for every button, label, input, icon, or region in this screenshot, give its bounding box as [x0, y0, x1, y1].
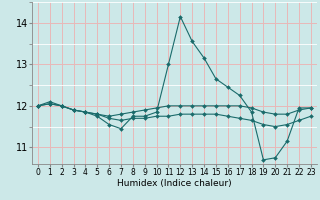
X-axis label: Humidex (Indice chaleur): Humidex (Indice chaleur)	[117, 179, 232, 188]
